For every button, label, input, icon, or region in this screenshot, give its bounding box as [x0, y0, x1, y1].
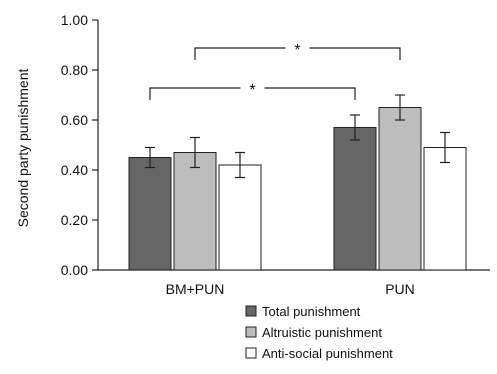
bar-1-1 [128, 157, 172, 271]
bar-1-2 [333, 127, 377, 271]
y-tick-label: 0.00 [61, 262, 88, 278]
bar-2-2 [378, 107, 422, 271]
error-bar [145, 146, 155, 169]
y-ticks: 0.00 0.20 0.40 0.60 0.80 1.00 [61, 12, 98, 278]
legend-label: Altruistic punishment [262, 325, 382, 340]
bar-3-2 [423, 147, 467, 271]
y-tick-label: 1.00 [61, 12, 88, 28]
error-bars [145, 94, 450, 179]
legend-swatch [245, 326, 257, 338]
category-labels: BM+PUN PUN [166, 281, 415, 297]
y-tick-label: 0.20 [61, 212, 88, 228]
error-bar [350, 114, 360, 141]
legend-swatch [245, 305, 257, 317]
category-label: PUN [385, 281, 415, 297]
y-axis-label: Second party punishment [15, 69, 31, 228]
error-bar [395, 94, 405, 121]
legend-swatch [245, 347, 257, 359]
legend-label: Total punishment [262, 304, 361, 319]
bars [128, 107, 467, 271]
bar-3-1 [218, 164, 262, 271]
error-bar [235, 151, 245, 179]
error-bar [190, 136, 200, 169]
legend-item: Anti-social punishment [245, 346, 393, 361]
y-tick-label: 0.60 [61, 112, 88, 128]
category-label: BM+PUN [166, 281, 225, 297]
significance-label: * [294, 42, 300, 59]
legend-item: Total punishment [245, 304, 361, 319]
error-bar [440, 131, 450, 164]
y-tick-label: 0.40 [61, 162, 88, 178]
bar-2-1 [173, 152, 217, 271]
y-tick-label: 0.80 [61, 62, 88, 78]
significance-brackets: ** [149, 42, 401, 100]
legend: Total punishment Altruistic punishment Ant… [245, 304, 393, 361]
significance-label: * [249, 82, 255, 99]
legend-label: Anti-social punishment [262, 346, 393, 361]
significance-bracket: * [194, 42, 401, 60]
legend-item: Altruistic punishment [245, 325, 382, 340]
significance-bracket: * [149, 82, 356, 100]
